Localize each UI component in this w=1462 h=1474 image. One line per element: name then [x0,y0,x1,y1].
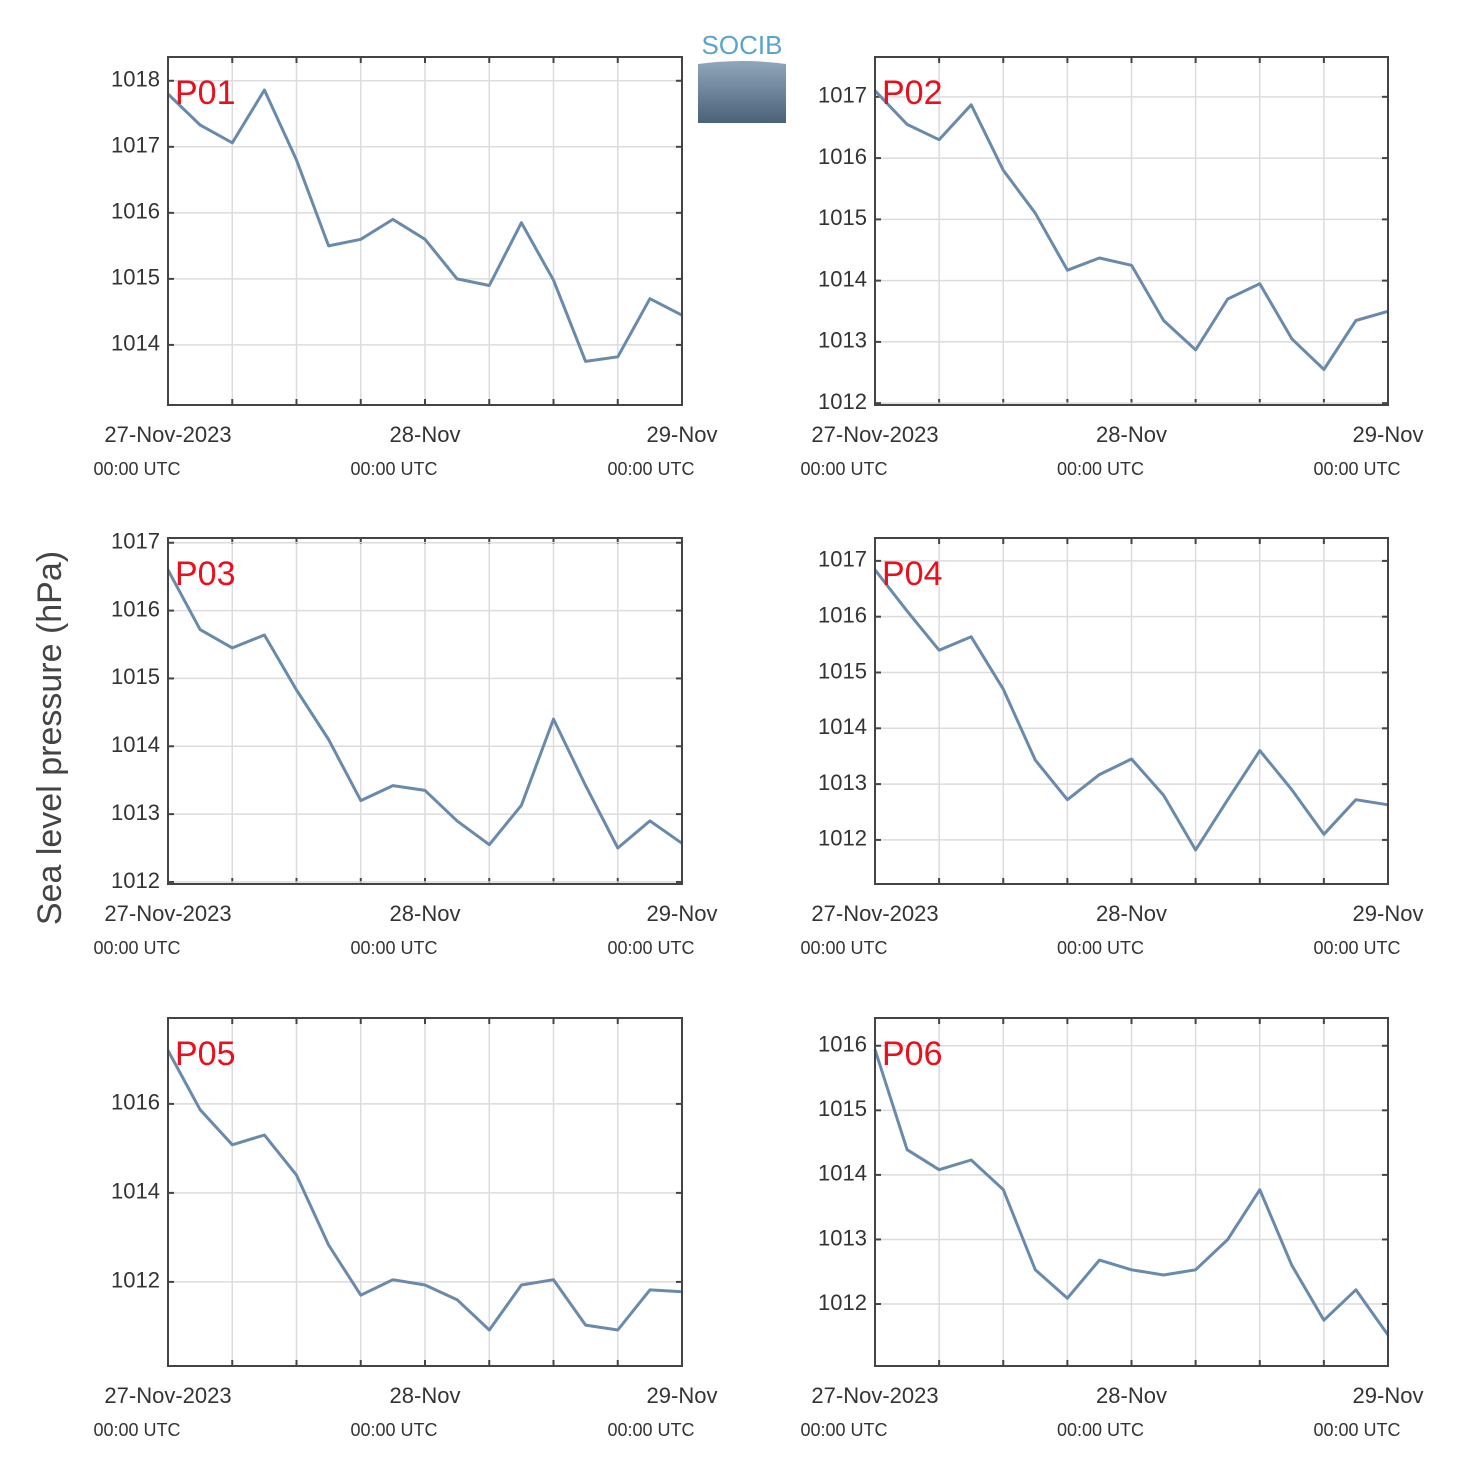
subplot: 1012 1013 1014 1015 1016 1017 27-Nov-2023 00:00… [93,529,717,958]
x-tick-sublabel: 00:00 UTC [93,459,180,479]
y-tick-label: 1012 [818,389,867,414]
x-tick-label: 29-Nov [1353,1383,1424,1408]
subplot: 1012 1013 1014 1015 1016 1017 27-Nov-2023 00:00… [800,537,1424,958]
y-tick-label: 1012 [818,1290,867,1315]
station-label: P03 [175,555,236,593]
x-tick-sublabel: 00:00 UTC [1313,1420,1400,1440]
x-tick-label: 28-Nov [390,1383,461,1408]
y-axis-label: Sea level pressure (hPa) [31,551,69,925]
y-tick-label: 1016 [818,144,867,169]
y-tick-label: 1014 [818,266,867,291]
y-tick-label: 1013 [111,800,160,825]
y-tick-label: 1013 [818,328,867,353]
x-tick-sublabel: 00:00 UTC [607,938,694,958]
subplot: 1012 1013 1014 1015 1016 1017 27-Nov-2023 00:00… [800,56,1424,479]
plot-frame [167,56,683,406]
plot-frame [874,56,1389,406]
plot-frame [167,537,683,885]
station-label: P04 [882,555,943,593]
y-tick-label: 1015 [111,664,160,689]
subplot: 1012 1014 1016 27-Nov-2023 00:00 UTC 28-Nov 00… [93,1017,718,1440]
y-tick-label: 1014 [818,714,867,739]
x-tick-sublabel: 00:00 UTC [1313,938,1400,958]
y-tick-label: 1012 [111,868,160,893]
x-tick-sublabel: 00:00 UTC [607,1420,694,1440]
y-tick-label: 1018 [111,67,160,92]
x-tick-label: 28-Nov [390,901,461,926]
x-tick-label: 29-Nov [647,1383,718,1408]
y-tick-label: 1017 [111,529,160,554]
logo-text: SOCIB [702,30,783,60]
x-tick-label: 28-Nov [390,422,461,447]
station-label: P01 [175,74,236,112]
x-tick-sublabel: 00:00 UTC [800,459,887,479]
x-tick-sublabel: 00:00 UTC [93,938,180,958]
x-tick-sublabel: 00:00 UTC [1057,938,1144,958]
y-tick-label: 1017 [818,547,867,572]
data-line [873,89,1389,371]
plot-frame [874,537,1389,885]
x-tick-sublabel: 00:00 UTC [1057,1420,1144,1440]
subplot: 1014 1015 1016 1017 1018 27-Nov-2023 00:00 UTC… [93,56,718,479]
x-tick-label: 27-Nov-2023 [104,422,231,447]
x-tick-sublabel: 00:00 UTC [350,938,437,958]
x-tick-sublabel: 00:00 UTC [93,1420,180,1440]
y-tick-label: 1012 [111,1268,160,1293]
x-tick-label: 27-Nov-2023 [811,1383,938,1408]
plot-frame [874,1017,1389,1367]
x-tick-sublabel: 00:00 UTC [350,1420,437,1440]
x-tick-sublabel: 00:00 UTC [800,938,887,958]
data-line [166,569,683,850]
x-tick-label: 27-Nov-2023 [104,1383,231,1408]
y-tick-label: 1016 [111,1090,160,1115]
x-tick-label: 27-Nov-2023 [104,901,231,926]
x-tick-label: 29-Nov [647,422,718,447]
subplot: 1012 1013 1014 1015 1016 27-Nov-2023 00:00 UTC… [800,1017,1424,1440]
y-tick-label: 1014 [111,331,160,356]
y-tick-label: 1013 [818,1225,867,1250]
y-tick-label: 1017 [818,83,867,108]
data-line [873,568,1389,852]
logo-shape [698,61,786,123]
station-label: P05 [175,1035,236,1073]
y-tick-label: 1017 [111,133,160,158]
plot-frame [167,1017,683,1367]
x-tick-label: 27-Nov-2023 [811,901,938,926]
x-tick-label: 29-Nov [647,901,718,926]
logo: SOCIB [698,30,786,123]
x-tick-sublabel: 00:00 UTC [800,1420,887,1440]
y-tick-label: 1016 [111,596,160,621]
y-tick-label: 1016 [818,1032,867,1057]
y-tick-label: 1015 [111,265,160,290]
data-line [166,88,683,363]
x-tick-sublabel: 00:00 UTC [1313,459,1400,479]
station-label: P06 [882,1035,943,1073]
x-tick-label: 29-Nov [1353,422,1424,447]
data-line [166,1049,683,1332]
data-line [873,1049,1390,1336]
y-tick-label: 1016 [818,602,867,627]
y-tick-label: 1015 [818,1096,867,1121]
y-tick-label: 1014 [111,732,160,757]
y-tick-label: 1014 [111,1179,160,1204]
y-tick-label: 1012 [818,826,867,851]
y-tick-label: 1016 [111,199,160,224]
x-tick-label: 28-Nov [1096,901,1167,926]
y-tick-label: 1014 [818,1161,867,1186]
y-tick-label: 1015 [818,205,867,230]
x-tick-label: 27-Nov-2023 [811,422,938,447]
station-label: P02 [882,74,943,112]
x-tick-label: 28-Nov [1096,422,1167,447]
x-tick-sublabel: 00:00 UTC [607,459,694,479]
x-tick-label: 29-Nov [1353,901,1424,926]
x-tick-label: 28-Nov [1096,1383,1167,1408]
x-tick-sublabel: 00:00 UTC [350,459,437,479]
y-tick-label: 1015 [818,658,867,683]
y-tick-label: 1013 [818,770,867,795]
x-tick-sublabel: 00:00 UTC [1057,459,1144,479]
